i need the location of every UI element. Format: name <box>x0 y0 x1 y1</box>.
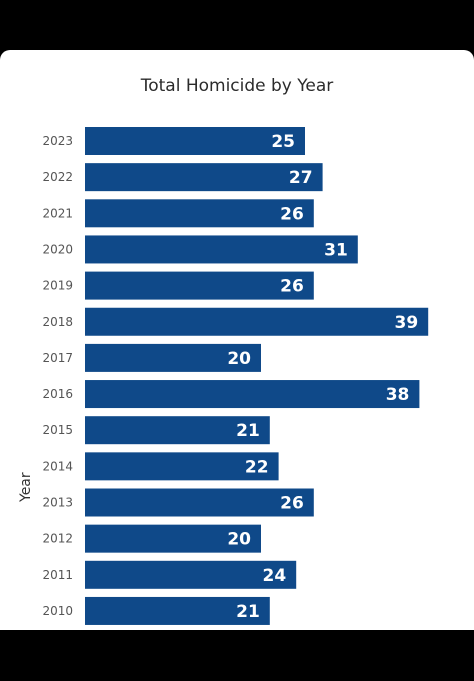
y-tick-label: 2017 <box>42 351 73 365</box>
bar <box>85 235 358 264</box>
y-tick-label: 2016 <box>42 387 73 401</box>
y-tick-label: 2018 <box>42 315 73 329</box>
bar <box>85 127 305 155</box>
bar-value-label: 26 <box>280 277 304 297</box>
bar <box>85 271 314 300</box>
y-tick-label: 2011 <box>42 568 73 582</box>
bar-value-label: 39 <box>395 313 419 333</box>
y-tick-label: 2015 <box>42 423 73 437</box>
y-tick-label: 2022 <box>42 170 73 184</box>
bar <box>85 452 279 481</box>
bar-value-label: 24 <box>263 566 287 586</box>
bar <box>85 163 323 192</box>
chart-card: Total Homicide by Year Year 2023 25 2022 27… <box>0 50 474 630</box>
chart-title: Total Homicide by Year <box>140 76 334 96</box>
bar-value-label: 31 <box>324 240 348 260</box>
y-tick-label: 2021 <box>42 206 73 220</box>
y-tick-label: 2014 <box>42 459 73 473</box>
bar-value-label: 20 <box>227 530 251 550</box>
bar-value-label: 21 <box>236 602 260 622</box>
bar-value-label: 20 <box>227 349 251 369</box>
bar <box>85 343 261 372</box>
bar <box>85 307 429 336</box>
y-tick-label: 2012 <box>42 532 73 546</box>
bar-value-label: 25 <box>271 132 295 152</box>
bar-value-label: 21 <box>236 421 260 441</box>
bar <box>85 488 314 517</box>
bar <box>85 596 270 625</box>
bar-value-label: 38 <box>386 385 410 405</box>
y-tick-label: 2020 <box>42 242 73 256</box>
bar <box>85 560 297 589</box>
bar-value-label: 27 <box>289 168 313 188</box>
y-tick-label: 2019 <box>42 279 73 293</box>
bar-value-label: 26 <box>280 204 304 224</box>
y-tick-label: 2023 <box>42 134 73 148</box>
y-tick-label: 2013 <box>42 496 73 510</box>
bar <box>85 524 261 553</box>
y-tick-label: 2010 <box>42 604 73 618</box>
bar <box>85 380 420 409</box>
bar <box>85 199 314 228</box>
bar-value-label: 26 <box>280 494 304 514</box>
bar <box>85 416 270 445</box>
bar-value-label: 22 <box>245 457 269 477</box>
